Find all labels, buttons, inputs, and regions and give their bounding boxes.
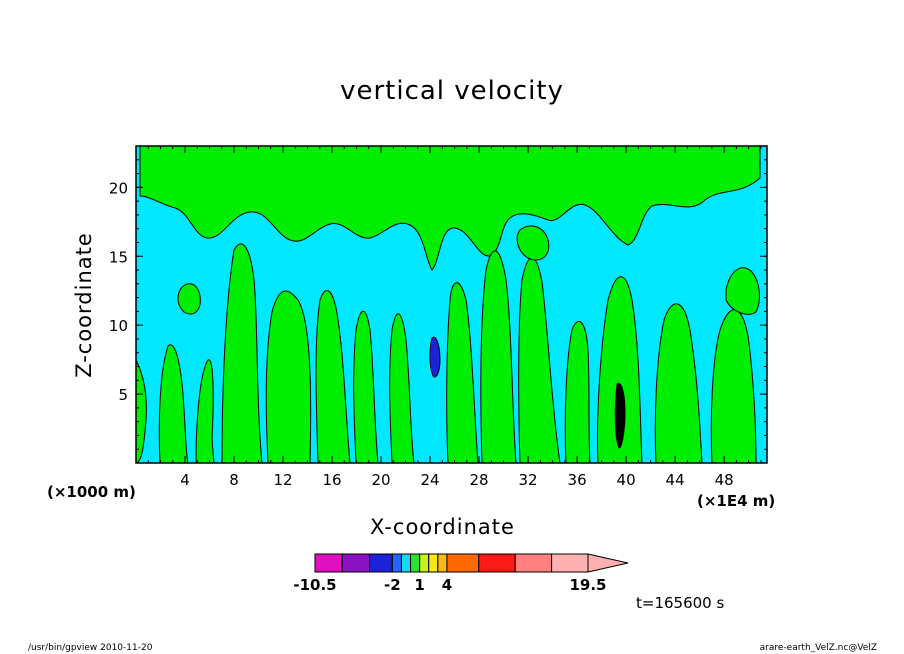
contour-region	[177, 283, 201, 315]
colorbar-segment	[314, 553, 343, 573]
x-tick-label: 24	[421, 471, 440, 489]
contour-region	[158, 344, 189, 463]
colorbar-tick-label: -10.5	[293, 576, 336, 594]
contour-region	[353, 310, 379, 463]
contour-region	[195, 359, 215, 463]
y-tick-label: 10	[109, 317, 128, 335]
contour-region	[516, 225, 550, 261]
chart-title: vertical velocity	[340, 76, 564, 106]
x-axis-label: X-coordinate	[370, 515, 515, 539]
x-unit-label: (×1000 m)	[47, 483, 136, 501]
downdraft-feature	[614, 382, 626, 449]
colorbar-segment	[410, 553, 421, 573]
x-tick-label: 44	[666, 471, 685, 489]
colorbar-segment	[514, 553, 553, 573]
colorbar-extend-arrow	[587, 553, 629, 573]
x-tick-label: 16	[322, 471, 341, 489]
colorbar-tick-label: 19.5	[569, 576, 606, 594]
x-tick-label: 36	[568, 471, 587, 489]
colorbar-segment	[419, 553, 430, 573]
contour-region	[221, 243, 263, 463]
y-tick-label: 15	[109, 248, 128, 266]
contour-region	[725, 267, 760, 315]
colorbar-tick-label: -2	[384, 576, 401, 594]
x-tick-label: 4	[180, 471, 190, 489]
colorbar-segment	[551, 553, 589, 573]
contour-region	[480, 250, 517, 463]
contour-region	[446, 282, 479, 463]
x-tick-label: 48	[715, 471, 734, 489]
colorbar-tick-label: 1	[414, 576, 424, 594]
footer-right: arare-earth_VelZ.nc@VelZ	[759, 643, 877, 653]
y-axis-label: Z-coordinate	[72, 232, 96, 378]
y-axis: 5 10 15 20	[109, 159, 767, 450]
colorbar-segment	[478, 553, 516, 573]
colorbar-segment	[369, 553, 393, 573]
x-tick-label: 12	[273, 471, 292, 489]
contour-region	[136, 359, 147, 463]
colorbar-segment	[391, 553, 402, 573]
downdraft-feature	[429, 336, 441, 378]
x-tick-label: 28	[470, 471, 489, 489]
y-tick-label: 5	[118, 386, 128, 404]
contour-region	[389, 313, 415, 463]
colorbar-segment	[437, 553, 448, 573]
contour-region	[315, 290, 351, 463]
plot-area	[135, 145, 768, 464]
y-tick-label: 20	[109, 179, 128, 197]
colorbar: -10.5 -2 1 4 19.5	[293, 553, 629, 594]
colorbar-segment	[341, 553, 371, 573]
colorbar-tick-label: 4	[442, 576, 452, 594]
colorbar-segment	[446, 553, 480, 573]
contour-region	[596, 276, 643, 463]
colorbar-segment	[428, 553, 439, 573]
x-tick-label: 40	[617, 471, 636, 489]
footer-left: /usr/bin/gpview 2010-11-20	[28, 643, 153, 653]
plot-frame	[135, 145, 768, 464]
contour-region	[654, 303, 703, 463]
contour-region	[564, 320, 591, 463]
contour-region	[139, 146, 761, 271]
x-scale-label: (×1E4 m)	[697, 492, 776, 510]
x-tick-label: 32	[519, 471, 538, 489]
positive-velocity-regions	[136, 146, 761, 463]
contour-region	[265, 290, 312, 463]
colorbar-segment	[400, 553, 412, 573]
x-tick-label: 8	[229, 471, 239, 489]
time-label: t=165600 s	[636, 594, 725, 612]
x-axis: 4 8 12 16 20 24 28 32 36 40 44 48	[147, 146, 762, 489]
x-tick-label: 20	[372, 471, 391, 489]
